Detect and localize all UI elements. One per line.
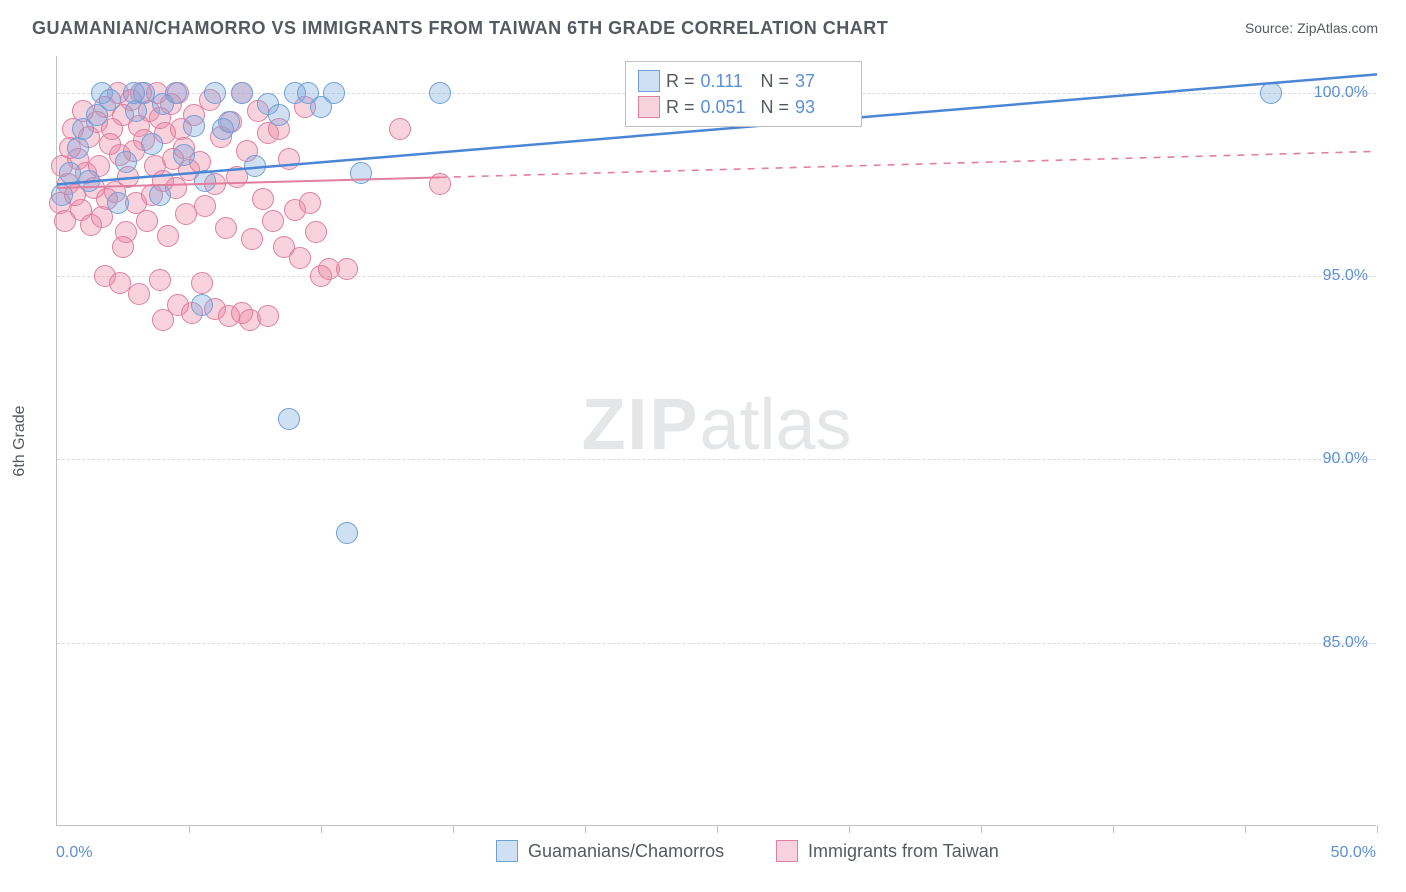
- y-tick-label: 95.0%: [1323, 267, 1368, 285]
- legend-swatch: [638, 70, 660, 92]
- scatter-point: [241, 228, 263, 250]
- scatter-point: [149, 184, 171, 206]
- x-tick: [981, 825, 982, 833]
- y-axis-title: 6th Grade: [11, 405, 29, 476]
- scatter-point: [231, 82, 253, 104]
- x-tick: [849, 825, 850, 833]
- scatter-point: [389, 118, 411, 140]
- legend-series: Guamanians/Chamorros: [496, 840, 724, 862]
- legend-correlation: R = 0.111 N =37 R = 0.051 N =93: [625, 61, 862, 127]
- legend-row: R = 0.051 N =93: [638, 94, 849, 120]
- y-tick-label: 90.0%: [1323, 450, 1368, 468]
- x-tick: [1377, 825, 1378, 833]
- plot-canvas: ZIPatlas 85.0% 90.0% 95.0% 100.0% R = 0.111 N …: [56, 56, 1376, 826]
- legend-n-value: 93: [795, 97, 849, 118]
- legend-row: R = 0.111 N =37: [638, 68, 849, 94]
- scatter-point: [109, 272, 131, 294]
- scatter-point: [136, 210, 158, 232]
- scatter-point: [99, 89, 121, 111]
- regression-line-dashed: [440, 151, 1377, 177]
- scatter-point: [107, 192, 129, 214]
- gridline: [57, 643, 1376, 644]
- scatter-point: [191, 272, 213, 294]
- scatter-point: [191, 294, 213, 316]
- scatter-point: [78, 170, 100, 192]
- scatter-point: [336, 522, 358, 544]
- legend-series: Immigrants from Taiwan: [776, 840, 999, 862]
- legend-n-value: 37: [795, 71, 849, 92]
- legend-n-label: N =: [761, 71, 790, 92]
- scatter-point: [115, 151, 137, 173]
- x-tick: [453, 825, 454, 833]
- plot-area: 6th Grade ZIPatlas 85.0%90.0%95.0%100.0%…: [56, 56, 1376, 826]
- scatter-point: [257, 305, 279, 327]
- scatter-point: [244, 155, 266, 177]
- scatter-point: [278, 408, 300, 430]
- y-tick-label: 85.0%: [1323, 634, 1368, 652]
- gridline: [57, 276, 1376, 277]
- legend-series-label: Guamanians/Chamorros: [528, 841, 724, 862]
- scatter-point: [429, 82, 451, 104]
- scatter-point: [157, 225, 179, 247]
- scatter-point: [1260, 82, 1282, 104]
- scatter-point: [165, 82, 187, 104]
- gridline: [57, 459, 1376, 460]
- legend-r-value: 0.111: [701, 71, 755, 92]
- legend-n-label: N =: [761, 97, 790, 118]
- x-tick: [1113, 825, 1114, 833]
- legend-swatch: [638, 96, 660, 118]
- scatter-point: [262, 210, 284, 232]
- legend-r-label: R =: [666, 71, 695, 92]
- scatter-point: [112, 236, 134, 258]
- scatter-point: [350, 162, 372, 184]
- legend-series-label: Immigrants from Taiwan: [808, 841, 999, 862]
- x-axis-label-left: 0.0%: [56, 844, 92, 862]
- scatter-point: [128, 283, 150, 305]
- x-tick: [189, 825, 190, 833]
- scatter-point: [305, 221, 327, 243]
- scatter-point: [141, 133, 163, 155]
- scatter-point: [336, 258, 358, 280]
- x-tick: [321, 825, 322, 833]
- x-tick: [717, 825, 718, 833]
- chart-title: GUAMANIAN/CHAMORRO VS IMMIGRANTS FROM TA…: [32, 18, 888, 39]
- scatter-point: [149, 269, 171, 291]
- scatter-point: [152, 309, 174, 331]
- scatter-point: [194, 195, 216, 217]
- watermark-zip: ZIP: [581, 385, 699, 465]
- y-tick-label: 100.0%: [1314, 84, 1368, 102]
- scatter-point: [123, 82, 145, 104]
- x-axis-label-right: 50.0%: [1331, 844, 1376, 862]
- scatter-point: [204, 82, 226, 104]
- scatter-point: [429, 173, 451, 195]
- scatter-point: [278, 148, 300, 170]
- scatter-point: [299, 192, 321, 214]
- watermark: ZIPatlas: [581, 384, 851, 466]
- scatter-point: [194, 170, 216, 192]
- scatter-point: [51, 184, 73, 206]
- scatter-point: [183, 115, 205, 137]
- source-label: Source: ZipAtlas.com: [1245, 20, 1378, 36]
- scatter-point: [268, 104, 290, 126]
- scatter-point: [323, 82, 345, 104]
- scatter-point: [212, 118, 234, 140]
- legend-r-label: R =: [666, 97, 695, 118]
- scatter-point: [289, 247, 311, 269]
- watermark-atlas: atlas: [699, 385, 851, 465]
- x-tick: [585, 825, 586, 833]
- scatter-point: [215, 217, 237, 239]
- x-tick: [1245, 825, 1246, 833]
- scatter-point: [173, 144, 195, 166]
- legend-swatch: [776, 840, 798, 862]
- scatter-point: [252, 188, 274, 210]
- legend-r-value: 0.051: [701, 97, 755, 118]
- legend-swatch: [496, 840, 518, 862]
